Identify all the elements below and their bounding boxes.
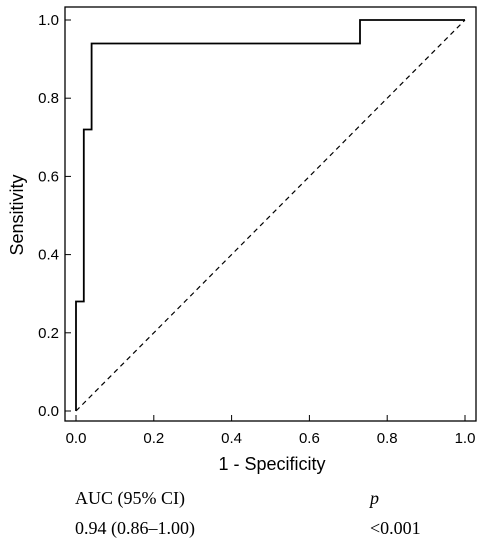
p-header: p (370, 488, 379, 508)
roc-curve-line (75, 19, 465, 411)
reference-diagonal-line (75, 19, 466, 412)
x-tick-label: 0.4 (221, 430, 242, 447)
series-layer (75, 19, 466, 412)
x-tick-label: 1.0 (455, 430, 476, 447)
y-axis-ticks: 0.0 0.2 0.4 0.6 0.8 1.0 (38, 12, 71, 420)
auc-header: AUC (95% CI) (75, 488, 185, 508)
x-tick-label: 0.2 (143, 430, 164, 447)
y-tick-label: 0.4 (38, 247, 59, 264)
y-axis-title: Sensitivity (7, 174, 27, 255)
p-value: <0.001 (370, 518, 421, 538)
x-tick-label: 0.0 (66, 430, 87, 447)
y-tick-label: 1.0 (38, 12, 59, 29)
y-tick-label: 0.0 (38, 403, 59, 420)
x-axis-title: 1 - Specificity (218, 454, 325, 474)
x-tick-label: 0.8 (377, 430, 398, 447)
roc-chart: 0.0 0.2 0.4 0.6 0.8 1.0 0.0 0.2 0.4 0.6 0.8 1.0 1 … (7, 6, 477, 474)
x-axis-ticks: 0.0 0.2 0.4 0.6 0.8 1.0 (66, 415, 476, 447)
auc-value: 0.94 (0.86–1.00) (75, 518, 195, 538)
y-tick-label: 0.2 (38, 325, 59, 342)
x-tick-label: 0.6 (299, 430, 320, 447)
y-tick-label: 0.8 (38, 90, 59, 107)
y-tick-label: 0.6 (38, 168, 59, 185)
plot-frame (64, 6, 477, 422)
